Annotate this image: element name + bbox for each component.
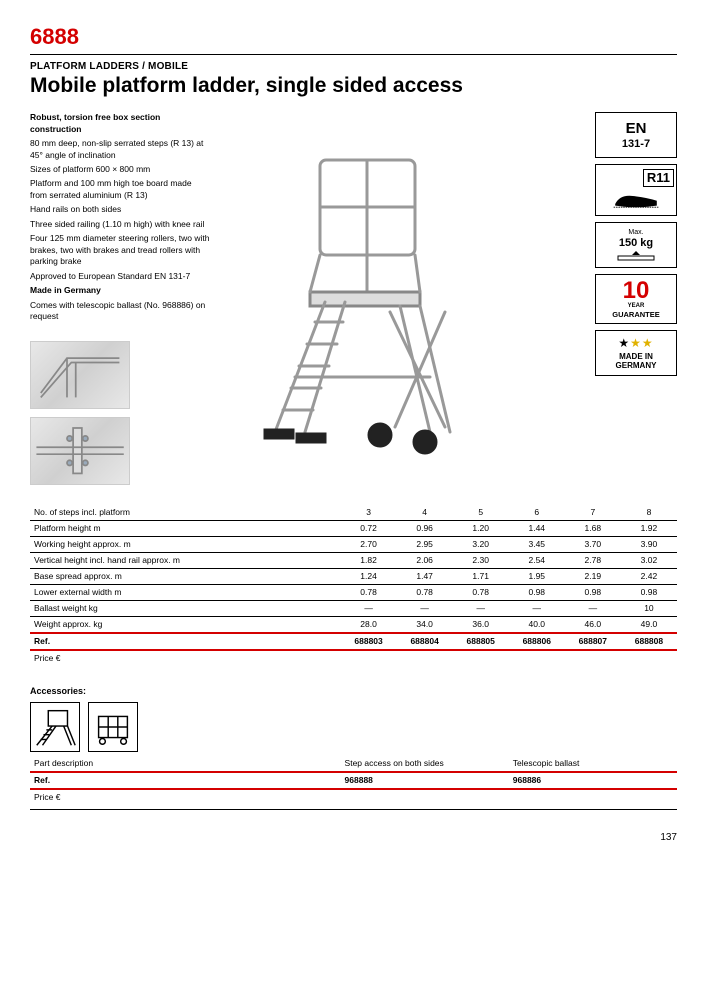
description-line: Hand rails on both sides — [30, 204, 210, 215]
category-subtitle: PLATFORM LADDERS / MOBILE — [30, 61, 677, 72]
accessories-heading: Accessories: — [30, 686, 677, 696]
spec-row: Ballast weight kg—————10 — [30, 600, 677, 616]
description-line: Approved to European Standard EN 131-7 — [30, 271, 210, 282]
product-code: 6888 — [30, 24, 677, 50]
detail-thumbnail-1 — [30, 341, 130, 409]
cert-max-load-badge: Max. 150 kg — [595, 222, 677, 268]
description-line: Four 125 mm diameter steering rollers, t… — [30, 233, 210, 267]
spec-price-row: Price € — [30, 650, 677, 666]
description-line: Robust, torsion free box section constru… — [30, 112, 210, 135]
page-number: 137 — [30, 832, 677, 843]
specifications-table: No. of steps incl. platform345678Platfor… — [30, 505, 677, 666]
footer-rule — [30, 809, 677, 810]
header-rule — [30, 54, 677, 55]
detail-thumbnail-2 — [30, 417, 130, 485]
description-line: Sizes of platform 600 × 800 mm — [30, 164, 210, 175]
cert-made-in-germany-badge: ★★★ MADE INGERMANY — [595, 330, 677, 376]
spec-row: No. of steps incl. platform345678 — [30, 505, 677, 521]
description-line: Platform and 100 mm high toe board made … — [30, 178, 210, 201]
product-title: Mobile platform ladder, single sided acc… — [30, 74, 677, 98]
accessory-row: Part descriptionStep access on both side… — [30, 756, 677, 772]
spec-row: Lower external width m0.780.780.780.980.… — [30, 584, 677, 600]
accessory-icon-2 — [88, 702, 138, 752]
accessory-icon-1 — [30, 702, 80, 752]
spec-ref-row: Ref.688803688804688805688806688807688808 — [30, 633, 677, 650]
spec-row: Weight approx. kg28.034.036.040.046.049.… — [30, 616, 677, 633]
certification-column: EN 131-7 R11 Max. 150 kg 10 YEAR GUARANT… — [595, 112, 677, 493]
description-line: Comes with telescopic ballast (No. 96888… — [30, 300, 210, 323]
accessory-row: Ref.968888968886 — [30, 772, 677, 789]
product-main-image — [225, 142, 485, 472]
description-line: Made in Germany — [30, 285, 210, 296]
description-line: 80 mm deep, non-slip serrated steps (R 1… — [30, 138, 210, 161]
spec-row: Base spread approx. m1.241.471.711.952.1… — [30, 568, 677, 584]
spec-row: Vertical height incl. hand rail approx. … — [30, 552, 677, 568]
description-line: Three sided railing (1.10 m high) with k… — [30, 219, 210, 230]
cert-en131-badge: EN 131-7 — [595, 112, 677, 158]
accessory-row: Price € — [30, 789, 677, 805]
cert-guarantee-badge: 10 YEAR GUARANTEE — [595, 274, 677, 324]
description-list: Robust, torsion free box section constru… — [30, 112, 210, 323]
cert-r11-badge: R11 — [595, 164, 677, 216]
accessories-table: Part descriptionStep access on both side… — [30, 756, 677, 805]
spec-row: Working height approx. m2.702.953.203.45… — [30, 536, 677, 552]
spec-row: Platform height m0.720.961.201.441.681.9… — [30, 520, 677, 536]
